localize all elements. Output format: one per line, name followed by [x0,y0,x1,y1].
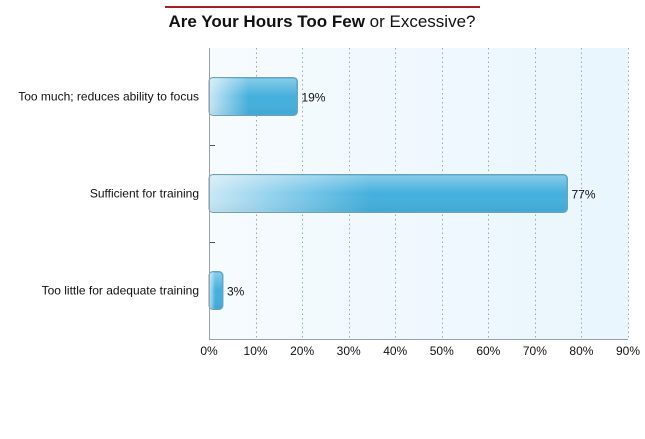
data-label: 19% [301,91,325,105]
data-label: 3% [227,285,245,299]
axes [209,48,628,340]
x-tick-label: 60% [476,344,500,358]
title-normal-part: or Excessive? [365,12,476,31]
bar-highlight [210,272,222,309]
bar-highlight [210,175,567,212]
category-label: Sufficient for training [90,187,199,201]
chart-title: Are Your Hours Too Few or Excessive? [168,12,475,31]
x-tick-label: 50% [430,344,454,358]
x-tick-labels: 0% 10% 20% 30% 40% 50% 60% 70% 80% 90% [200,344,640,358]
category-label: Too little for adequate training [42,284,199,298]
x-tick-label: 0% [200,344,218,358]
bar-highlight [210,78,297,115]
x-tick-label: 10% [244,344,268,358]
x-tick-label: 40% [383,344,407,358]
title-bold-part: Are Your Hours Too Few [168,12,365,31]
bars [208,77,568,310]
category-label: Too much; reduces ability to focus [18,90,199,104]
category-labels: Too much; reduces ability to focus Suffic… [18,90,199,298]
x-tick-label: 70% [523,344,547,358]
x-tick-label: 30% [337,344,361,358]
x-tick-label: 80% [569,344,593,358]
value-labels: 19% 77% 3% [227,91,596,299]
x-tick-label: 20% [290,344,314,358]
data-label: 77% [571,188,595,202]
x-tick-label: 90% [616,344,640,358]
